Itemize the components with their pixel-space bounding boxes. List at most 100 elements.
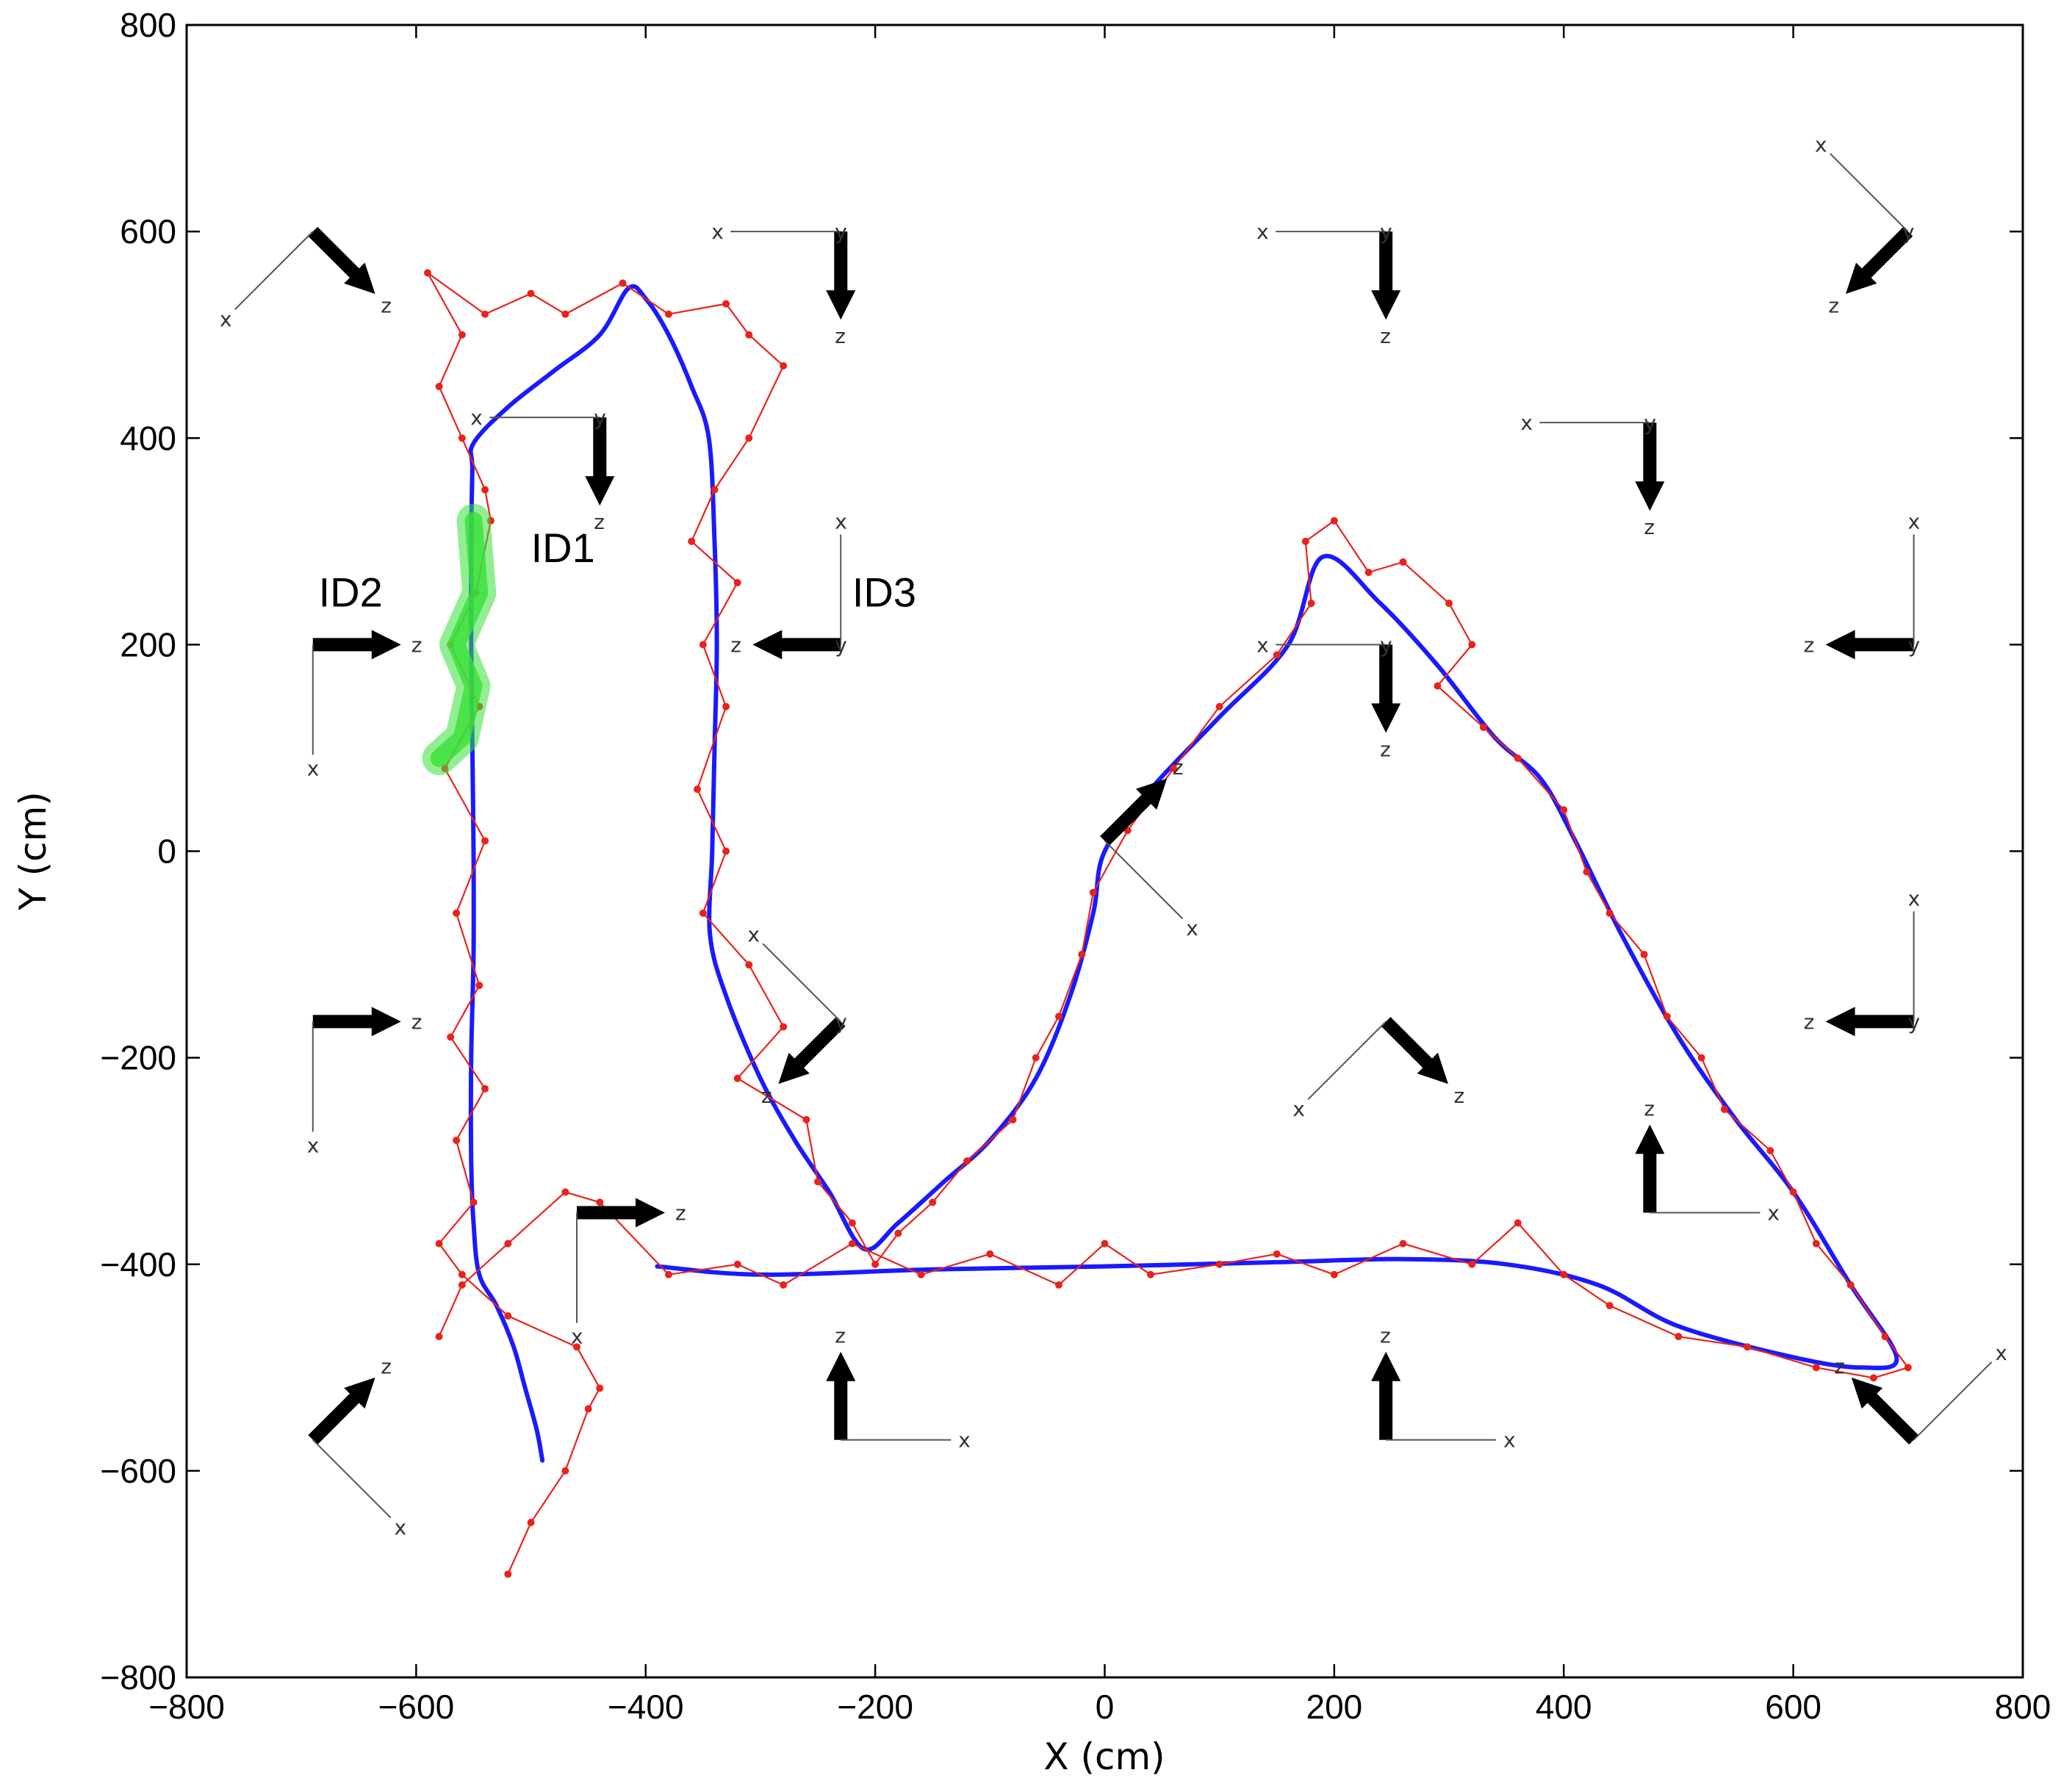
estimated-track-point [481,837,489,845]
annotation-label: ID3 [852,569,916,615]
camera-axis-z-label: z [1380,1324,1391,1348]
estimated-track-point [573,1343,581,1351]
estimated-track-point [745,434,753,442]
camera-view-arrow [1371,231,1401,320]
x-tick-label: 0 [1096,1688,1115,1726]
estimated-track-point [1273,651,1281,659]
camera-marker: xz [220,226,392,331]
estimated-track-point [848,1239,856,1248]
camera-axis-line [312,1439,392,1519]
camera-axis-x-label: x [307,1133,320,1157]
camera-marker: xz [826,1324,971,1453]
estimated-track-point [1720,1105,1728,1113]
estimated-track-point [1364,568,1373,576]
camera-view-arrow [1825,1007,1914,1037]
camera-axis-z-label: z [730,633,741,657]
estimated-track-point [780,361,788,370]
estimated-track-point [1789,1188,1797,1196]
camera-axis-z-label: z [835,324,846,348]
estimated-track-point [481,310,489,318]
camera-axis-z-label: z [1804,633,1815,657]
camera-marker: x z y [730,509,847,660]
estimated-track-point [1445,600,1453,608]
estimated-track-point [1605,909,1614,917]
y-tick-label: 600 [120,212,176,251]
estimated-track-point [435,1239,443,1248]
camera-axis-x-label: x [747,923,760,947]
estimated-track-point [929,1198,937,1206]
data-layer [422,269,1912,1578]
estimated-track-point [722,300,730,308]
estimated-track-point [733,1260,741,1268]
camera-axis-x-label: x [835,509,847,533]
camera-view-arrow [1100,778,1168,846]
estimated-track-point [453,909,461,917]
camera-marker: x z y [1804,886,1921,1037]
estimated-track-point [596,1198,604,1206]
camera-axis-z-label: z [1173,755,1184,780]
camera-axis-line [234,231,314,310]
axis-layer: −800 −600 −400 −200 0 200 400 600 800 −800 −600 −40… [100,6,2051,1726]
estimated-track-point [619,279,627,287]
estimated-track-point [458,1281,466,1289]
camera-axis-y-label: y [1908,1010,1921,1034]
estimated-track-point [1301,537,1309,545]
camera-view-arrow [826,231,856,320]
estimated-track-point [1514,754,1522,762]
camera-view-arrow [1635,1124,1665,1213]
camera-axis-x-label: x [571,1324,583,1348]
estimated-track-point [561,1467,569,1475]
y-tick-label: 0 [157,832,176,871]
camera-marker: xz [1100,755,1198,940]
estimated-track-point [561,310,569,318]
estimated-track-point [1055,1281,1063,1289]
estimated-track-point [1479,723,1487,731]
camera-axis-y-label: y [835,1010,847,1034]
camera-axis-z-label: z [1644,515,1655,539]
camera-axis-x-label: x [958,1428,971,1453]
estimated-track-point [1675,1333,1683,1341]
camera-view-arrow [1371,644,1401,733]
x-tick-label: −200 [837,1688,913,1726]
camera-view-arrow [308,226,375,294]
estimated-track-point [1468,641,1476,649]
estimated-track-point [780,1281,788,1289]
camera-axis-z-label: z [1828,294,1839,318]
estimated-track-point [504,1239,512,1248]
estimated-track-point [1468,1260,1476,1268]
camera-view-arrow [1381,1017,1448,1084]
estimated-track-point [1766,1147,1774,1155]
x-tick-label: 400 [1536,1688,1592,1726]
estimated-track-point [1663,1012,1671,1021]
camera-axis-y-label: y [1380,220,1392,244]
estimated-track-point [596,1384,604,1392]
camera-axis-line [1913,1361,1993,1441]
camera-axis-y-label: y [835,220,847,244]
estimated-track-point [1605,1301,1614,1309]
camera-marker: xz [308,1354,406,1539]
estimated-track-point [1009,1115,1017,1123]
estimated-track-point [475,982,483,990]
estimated-track-point [1101,1239,1109,1248]
x-tick-label: 200 [1306,1688,1363,1726]
camera-marker: xz [1635,1096,1780,1225]
camera-axis-x-label: x [1995,1341,2007,1365]
camera-marker: x z y [1815,132,1914,317]
estimated-track-point [423,269,431,277]
estimated-track-point [733,1074,741,1082]
estimated-track-point [1146,1270,1154,1278]
estimated-track-point [1812,1239,1820,1248]
estimated-track-point [1330,517,1338,525]
estimated-track-point [745,961,753,969]
camera-axis-y-label: y [594,406,606,430]
x-tick-label: 800 [1995,1688,2051,1726]
camera-axis-x-label: x [1503,1428,1516,1453]
estimated-track-point [470,1198,478,1206]
camera-marker: x z y [1520,411,1665,539]
estimated-track-point [814,1178,822,1186]
annotation-label: ID1 [531,525,595,571]
camera-axis-z-label: z [835,1324,846,1348]
camera-marker: x z y [470,406,615,534]
estimated-track-point [527,289,535,298]
estimated-track-point [802,1115,810,1123]
